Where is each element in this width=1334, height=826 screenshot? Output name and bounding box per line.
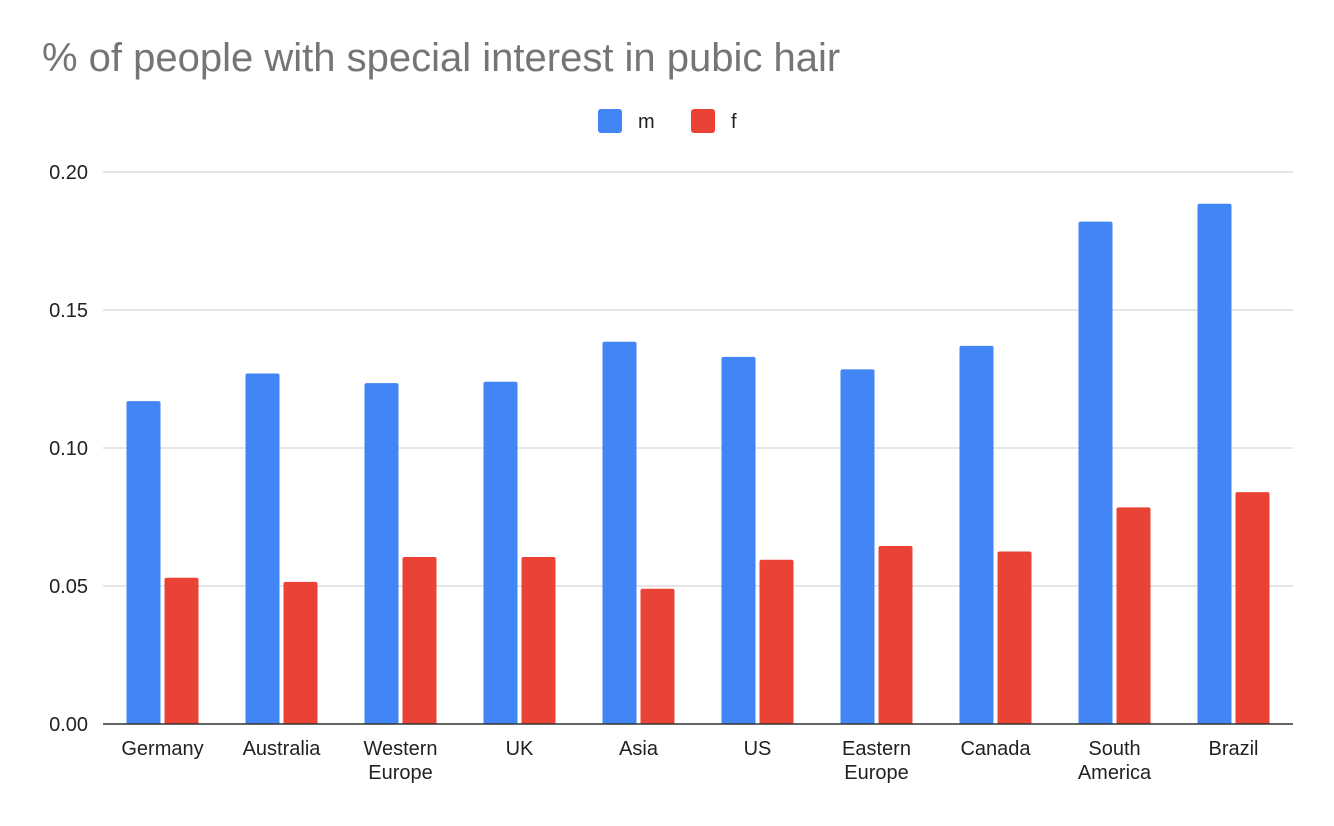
bar-m: [721, 356, 756, 724]
bar-f: [402, 557, 437, 724]
x-tick-label: Asia: [619, 738, 659, 760]
x-tick-label: Western Europe: [363, 738, 437, 784]
bar-m: [602, 341, 637, 724]
bar-m: [840, 369, 875, 724]
bar-m: [245, 373, 280, 724]
bar-f: [283, 581, 318, 724]
bar-f: [1235, 492, 1270, 724]
bars: [126, 203, 1270, 725]
x-tick-label: Eastern Europe: [842, 738, 911, 784]
bar-m: [959, 345, 994, 724]
bar-f: [640, 588, 675, 724]
bar-m: [483, 381, 518, 724]
y-tick-label: 0.05: [49, 576, 88, 598]
gridlines: [103, 171, 1293, 587]
legend-label-m: m: [638, 111, 655, 133]
x-tick-label: Australia: [243, 738, 322, 760]
y-tick-label: 0.20: [49, 162, 88, 184]
legend-swatch-f: [691, 109, 715, 133]
x-axis-labels: Germany Australia Western Europe UK Asia US Eas…: [121, 738, 1258, 784]
bar-f: [878, 545, 913, 724]
x-tick-label: Canada: [960, 738, 1031, 760]
bar-f: [164, 577, 199, 724]
bar-f: [1116, 507, 1151, 724]
y-tick-label: 0.15: [49, 300, 88, 322]
bar-m: [1078, 221, 1113, 724]
legend-swatch-m: [598, 109, 622, 133]
bar-m: [126, 401, 161, 724]
legend-label-f: f: [731, 111, 737, 133]
y-axis-ticks: 0.00 0.05 0.10 0.15 0.20: [49, 162, 88, 736]
bar-f: [997, 551, 1032, 724]
bar-m: [364, 383, 399, 724]
x-tick-label: Germany: [121, 738, 203, 760]
bar-f: [521, 557, 556, 724]
x-tick-label: US: [744, 738, 772, 760]
chart-title: % of people with special interest in pub…: [42, 36, 841, 80]
bar-f: [759, 559, 794, 724]
x-tick-label: UK: [506, 738, 534, 760]
y-tick-label: 0.00: [49, 714, 88, 736]
bar-m: [1197, 203, 1232, 725]
x-tick-label: Brazil: [1208, 738, 1258, 760]
y-tick-label: 0.10: [49, 438, 88, 460]
x-tick-label: South America: [1078, 738, 1152, 784]
